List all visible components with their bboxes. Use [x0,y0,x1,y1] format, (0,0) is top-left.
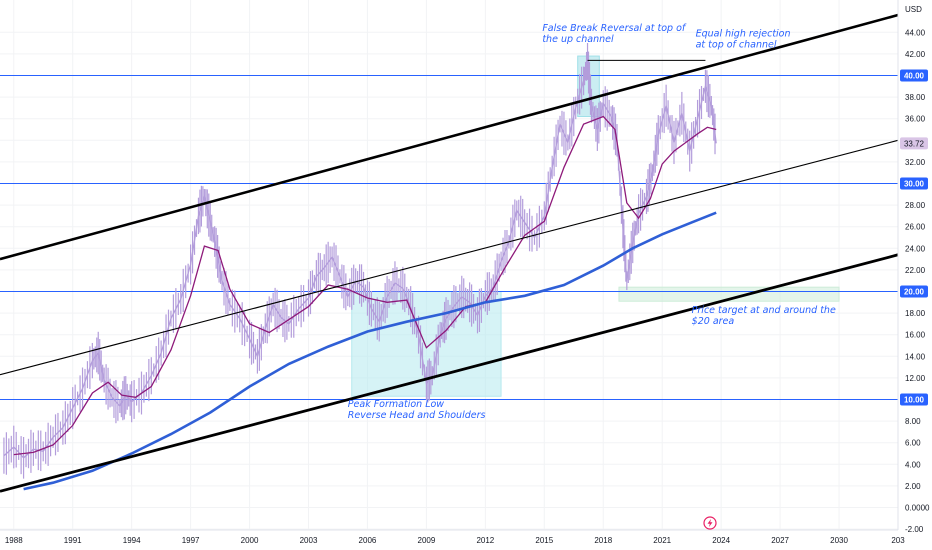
channel-line-middle[interactable] [0,139,899,376]
lightning-icon[interactable] [703,516,717,530]
level-tag [900,285,928,298]
level-tag [900,177,928,190]
highlight-zone [618,286,840,302]
annotation-text: Reverse Head and Shoulders [348,410,486,421]
level-tag-label: 10.00 [904,396,925,405]
moving-averages [13,115,717,491]
x-tick-label: 2027 [771,536,789,545]
level-tag [900,69,928,82]
x-tick-label: 203 [891,536,905,545]
y-tick-label: 0.0000 [905,504,930,513]
x-tick-label: 2006 [359,536,377,545]
level-tag-label: 40.00 [904,72,925,81]
y-tick-label: 44.00 [905,28,926,37]
y-tick-label: 24.00 [905,244,926,253]
annotation-text: the up channel [542,34,614,45]
moving-average-short [13,115,717,456]
level-tag-label: 20.00 [904,288,925,297]
y-tick-label: 2.00 [905,482,921,491]
x-tick-label: 1988 [5,536,23,545]
y-tick-label: 8.00 [905,417,921,426]
x-tick-label: 1991 [64,536,82,545]
annotation-text: Peak Formation Low [348,399,444,410]
x-tick-label: 2015 [535,536,553,545]
channel-lines [0,13,899,493]
x-tick-label: 2024 [712,536,730,545]
y-tick-label: 4.00 [905,460,921,469]
last-price-label: 33.72 [904,139,925,148]
y-tick-label: -2.00 [905,525,924,534]
y-tick-label: 22.00 [905,266,926,275]
currency-label: USD [905,5,922,14]
x-tick-label: 1994 [123,536,141,545]
time-axis: 1988 1991 1994 1997 2000 2003 2006 2009 2012 2015… [5,536,905,545]
annotation-text: Price target at and around the [692,305,836,316]
x-tick-label: 2000 [241,536,259,545]
y-tick-label: 28.00 [905,201,926,210]
y-tick-label: 26.00 [905,223,926,232]
channel-line-upper[interactable] [0,13,899,261]
y-tick-label: 12.00 [905,374,926,383]
level-tag [900,393,928,406]
x-tick-label: 2012 [476,536,494,545]
annotation-text: Equal high rejection [696,29,791,40]
x-tick-label: 2018 [594,536,612,545]
y-tick-label: 38.00 [905,93,926,102]
y-tick-label: 36.00 [905,115,926,124]
price-axis: -2.00 0.0000 2.00 4.00 6.00 8.00 10.00 12.00 14.… [900,28,930,534]
level-tag-label: 30.00 [904,180,925,189]
y-tick-label: 16.00 [905,331,926,340]
channel-line-lower[interactable] [0,253,899,493]
x-tick-label: 1997 [182,536,200,545]
last-price-tag [900,137,928,150]
x-tick-label: 2003 [300,536,318,545]
y-tick-label: 42.00 [905,50,926,59]
horizontal-levels [0,75,898,400]
annotation-text: at top of channel [696,39,777,50]
y-tick-label: 6.00 [905,439,921,448]
moving-average-long [23,211,717,491]
annotation-text: $20 area [692,316,735,327]
y-tick-label: 18.00 [905,309,926,318]
annotation-text: False Break Reversal at top of [542,23,687,34]
price-series [3,42,717,479]
x-tick-label: 2021 [653,536,671,545]
y-tick-label: 32.00 [905,158,926,167]
x-tick-label: 2009 [418,536,436,545]
x-tick-label: 2030 [830,536,848,545]
y-tick-label: 14.00 [905,352,926,361]
